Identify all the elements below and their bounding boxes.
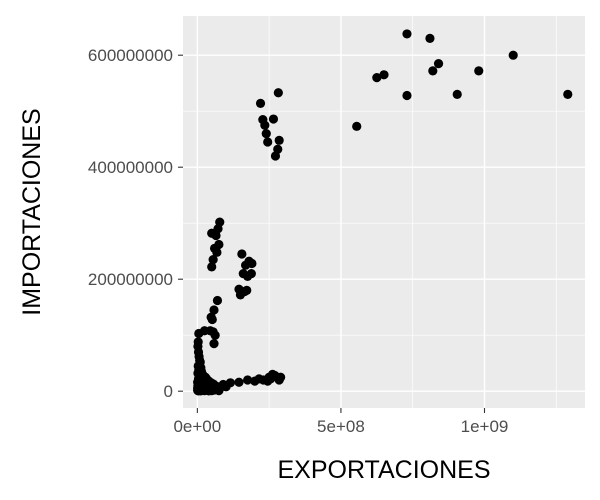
data-point <box>212 295 223 306</box>
data-point <box>263 137 273 147</box>
data-point <box>270 151 281 161</box>
data-point <box>425 33 435 44</box>
y-axis: 0 200000000 400000000 600000000 <box>88 46 183 401</box>
data-point <box>508 50 518 60</box>
y-tick-label: 400000000 <box>88 158 173 177</box>
x-tick-label: 1e+09 <box>461 417 509 436</box>
data-point <box>208 255 218 265</box>
data-point <box>207 314 217 325</box>
data-point <box>261 129 271 139</box>
data-points <box>193 29 573 396</box>
data-point <box>207 262 217 272</box>
data-point <box>211 230 221 241</box>
data-point <box>242 285 252 295</box>
data-point <box>402 90 412 101</box>
x-axis-title: EXPORTACIONES <box>277 456 490 484</box>
data-point <box>372 73 382 83</box>
data-point <box>225 378 235 388</box>
data-point <box>243 271 253 281</box>
data-point <box>209 305 219 315</box>
x-axis: 0e+00 5e+08 1e+09 <box>173 408 508 436</box>
data-point <box>212 247 222 257</box>
x-tick-label: 0e+00 <box>173 417 221 436</box>
data-point <box>452 89 462 99</box>
data-point <box>474 66 484 76</box>
data-point <box>234 377 244 387</box>
y-tick-label: 200000000 <box>88 270 173 289</box>
y-axis-title: IMPORTACIONES <box>18 108 46 315</box>
data-point <box>210 330 220 340</box>
x-tick-label: 5e+08 <box>317 417 365 436</box>
data-point <box>196 386 206 396</box>
data-point <box>260 120 270 130</box>
y-tick-label: 0 <box>164 382 173 401</box>
data-point <box>352 121 362 131</box>
data-point <box>243 375 253 385</box>
data-point <box>268 114 279 124</box>
data-point <box>255 98 266 108</box>
data-point <box>209 339 219 349</box>
data-point <box>402 29 412 39</box>
data-point <box>250 376 260 386</box>
data-point <box>563 89 573 99</box>
data-point <box>273 88 283 98</box>
data-point <box>237 249 247 259</box>
minor-gridlines <box>183 16 585 408</box>
data-point <box>204 386 214 396</box>
data-point <box>194 328 204 339</box>
data-point <box>263 376 273 386</box>
data-point <box>274 135 284 145</box>
plot-panel <box>183 16 585 408</box>
data-point <box>247 258 257 269</box>
data-point <box>379 70 389 80</box>
data-point <box>428 66 438 76</box>
data-point <box>433 59 444 69</box>
y-tick-label: 600000000 <box>88 46 173 65</box>
data-point <box>276 372 286 382</box>
